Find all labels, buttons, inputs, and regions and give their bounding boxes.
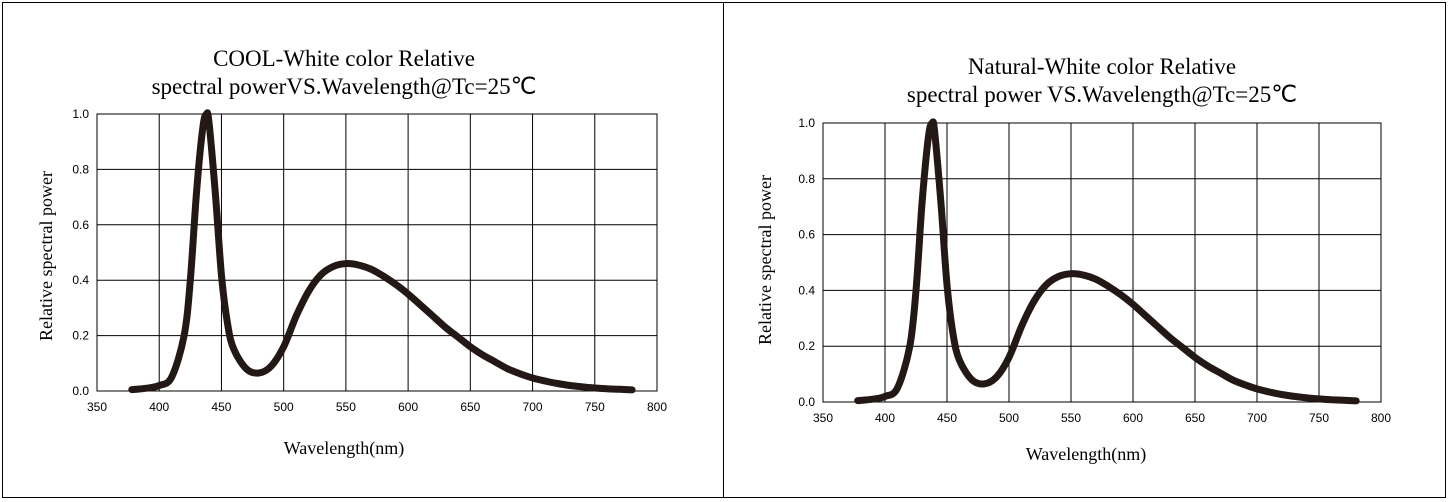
chart-title: COOL-White color Relative — [213, 46, 475, 71]
x-tick-label: 600 — [1123, 411, 1143, 425]
x-axis-label: Wavelength(nm) — [1026, 444, 1147, 465]
chart-panel-natural-white: Natural-White color Relative spectral po… — [724, 2, 1445, 498]
x-tick-label: 500 — [274, 400, 294, 414]
chart-subtitle: spectral powerVS.Wavelength@Tc=25℃ — [152, 74, 537, 99]
x-tick-label: 650 — [460, 400, 480, 414]
chart-panel-cool-white: COOL-White color Relative spectral power… — [2, 2, 723, 498]
series — [854, 118, 1360, 405]
x-tick-label: 750 — [585, 400, 605, 414]
y-tick-label: 0.6 — [798, 228, 815, 242]
x-tick-label: 750 — [1309, 411, 1329, 425]
x-tick-label: 450 — [211, 400, 231, 414]
x-tick-label: 350 — [813, 411, 833, 425]
chart-subtitle: spectral power VS.Wavelength@Tc=25℃ — [907, 82, 1297, 107]
ticks: 350 400 450 500 550 600 650 700 750 800 0.0 0.2 0.4 0… — [798, 116, 1391, 425]
x-tick-label: 700 — [523, 400, 543, 414]
x-tick-label: 450 — [937, 411, 957, 425]
y-tick-label: 0.8 — [72, 162, 89, 176]
x-tick-label: 800 — [647, 400, 667, 414]
table-divider — [723, 2, 724, 498]
x-axis-label: Wavelength(nm) — [284, 438, 405, 459]
natural-white-spectrum-chart: Natural-White color Relative spectral po… — [755, 54, 1391, 465]
x-tick-label: 550 — [1061, 411, 1081, 425]
x-tick-label: 400 — [875, 411, 895, 425]
spectrum-series-line — [128, 109, 636, 394]
y-tick-label: 1.0 — [72, 107, 89, 121]
cool-white-spectrum-chart: COOL-White color Relative spectral power… — [36, 46, 667, 459]
x-tick-label: 350 — [87, 400, 107, 414]
x-tick-label: 700 — [1247, 411, 1267, 425]
y-tick-label: 0.4 — [72, 273, 89, 287]
x-tick-label: 800 — [1371, 411, 1391, 425]
y-tick-label: 1.0 — [798, 116, 815, 130]
plot-area-border — [822, 122, 1382, 403]
x-tick-label: 400 — [149, 400, 169, 414]
y-tick-label: 0.6 — [72, 218, 89, 232]
y-tick-label: 0.2 — [798, 339, 815, 353]
x-tick-label: 600 — [398, 400, 418, 414]
chart-title: Natural-White color Relative — [968, 54, 1236, 79]
y-tick-label: 0.0 — [798, 395, 815, 409]
spectrum-series-line — [854, 118, 1360, 405]
ticks: 350 400 450 500 550 600 650 700 750 800 0.0 0.2 0.4 0… — [72, 107, 667, 414]
x-tick-label: 500 — [999, 411, 1019, 425]
series — [128, 109, 636, 394]
y-tick-label: 0.8 — [798, 172, 815, 186]
y-axis-label: Relative spectral power — [36, 171, 56, 341]
x-tick-label: 650 — [1185, 411, 1205, 425]
y-tick-label: 0.4 — [798, 283, 815, 297]
x-tick-label: 550 — [336, 400, 356, 414]
plot-area-border — [96, 113, 658, 392]
y-tick-label: 0.0 — [72, 384, 89, 398]
y-tick-label: 0.2 — [72, 329, 89, 343]
y-axis-label: Relative spectral power — [755, 175, 775, 345]
